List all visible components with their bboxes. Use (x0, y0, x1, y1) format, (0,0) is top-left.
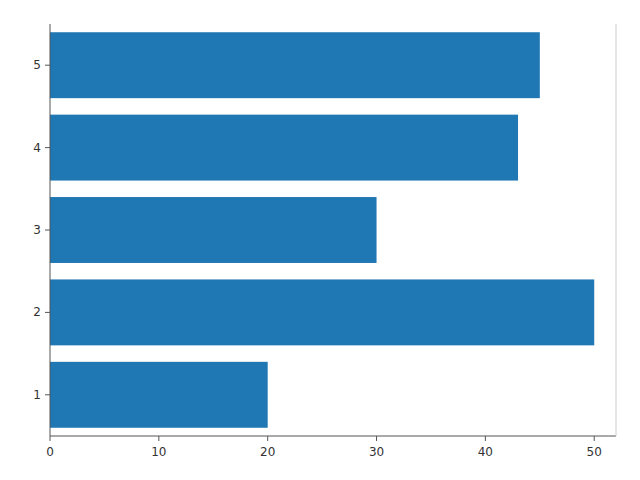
y-tick-label: 4 (33, 141, 41, 155)
y-axis-line (50, 24, 51, 436)
y-tick (45, 65, 50, 66)
bar (50, 362, 268, 428)
y-tick-label: 1 (33, 388, 41, 402)
y-tick-label: 2 (33, 305, 41, 319)
y-tick (45, 147, 50, 148)
x-tick-label: 40 (478, 445, 493, 459)
x-tick-label: 30 (369, 445, 384, 459)
x-axis: 0 10 20 30 40 50 (46, 436, 602, 459)
x-tick (594, 436, 595, 441)
x-tick (158, 436, 159, 441)
x-axis-line (50, 436, 616, 437)
bar (50, 32, 540, 98)
x-tick-label: 20 (260, 445, 275, 459)
x-tick-label: 10 (151, 445, 166, 459)
chart-container: 0 10 20 30 40 50 1 2 3 4 5 (0, 0, 640, 480)
y-axis: 1 2 3 4 5 (33, 58, 50, 402)
y-tick-label: 5 (33, 58, 41, 72)
bars (50, 32, 594, 428)
x-tick-label: 50 (587, 445, 602, 459)
x-tick (485, 436, 486, 441)
y-tick (45, 230, 50, 231)
plot-frame-right (616, 24, 617, 436)
x-tick (50, 436, 51, 441)
bar (50, 115, 518, 181)
x-tick (267, 436, 268, 441)
bar (50, 279, 594, 345)
bar (50, 197, 377, 263)
y-tick-label: 3 (33, 223, 41, 237)
x-tick (376, 436, 377, 441)
y-tick (45, 394, 50, 395)
y-tick (45, 312, 50, 313)
chart: 0 10 20 30 40 50 1 2 3 4 5 (0, 0, 640, 480)
x-tick-label: 0 (46, 445, 54, 459)
